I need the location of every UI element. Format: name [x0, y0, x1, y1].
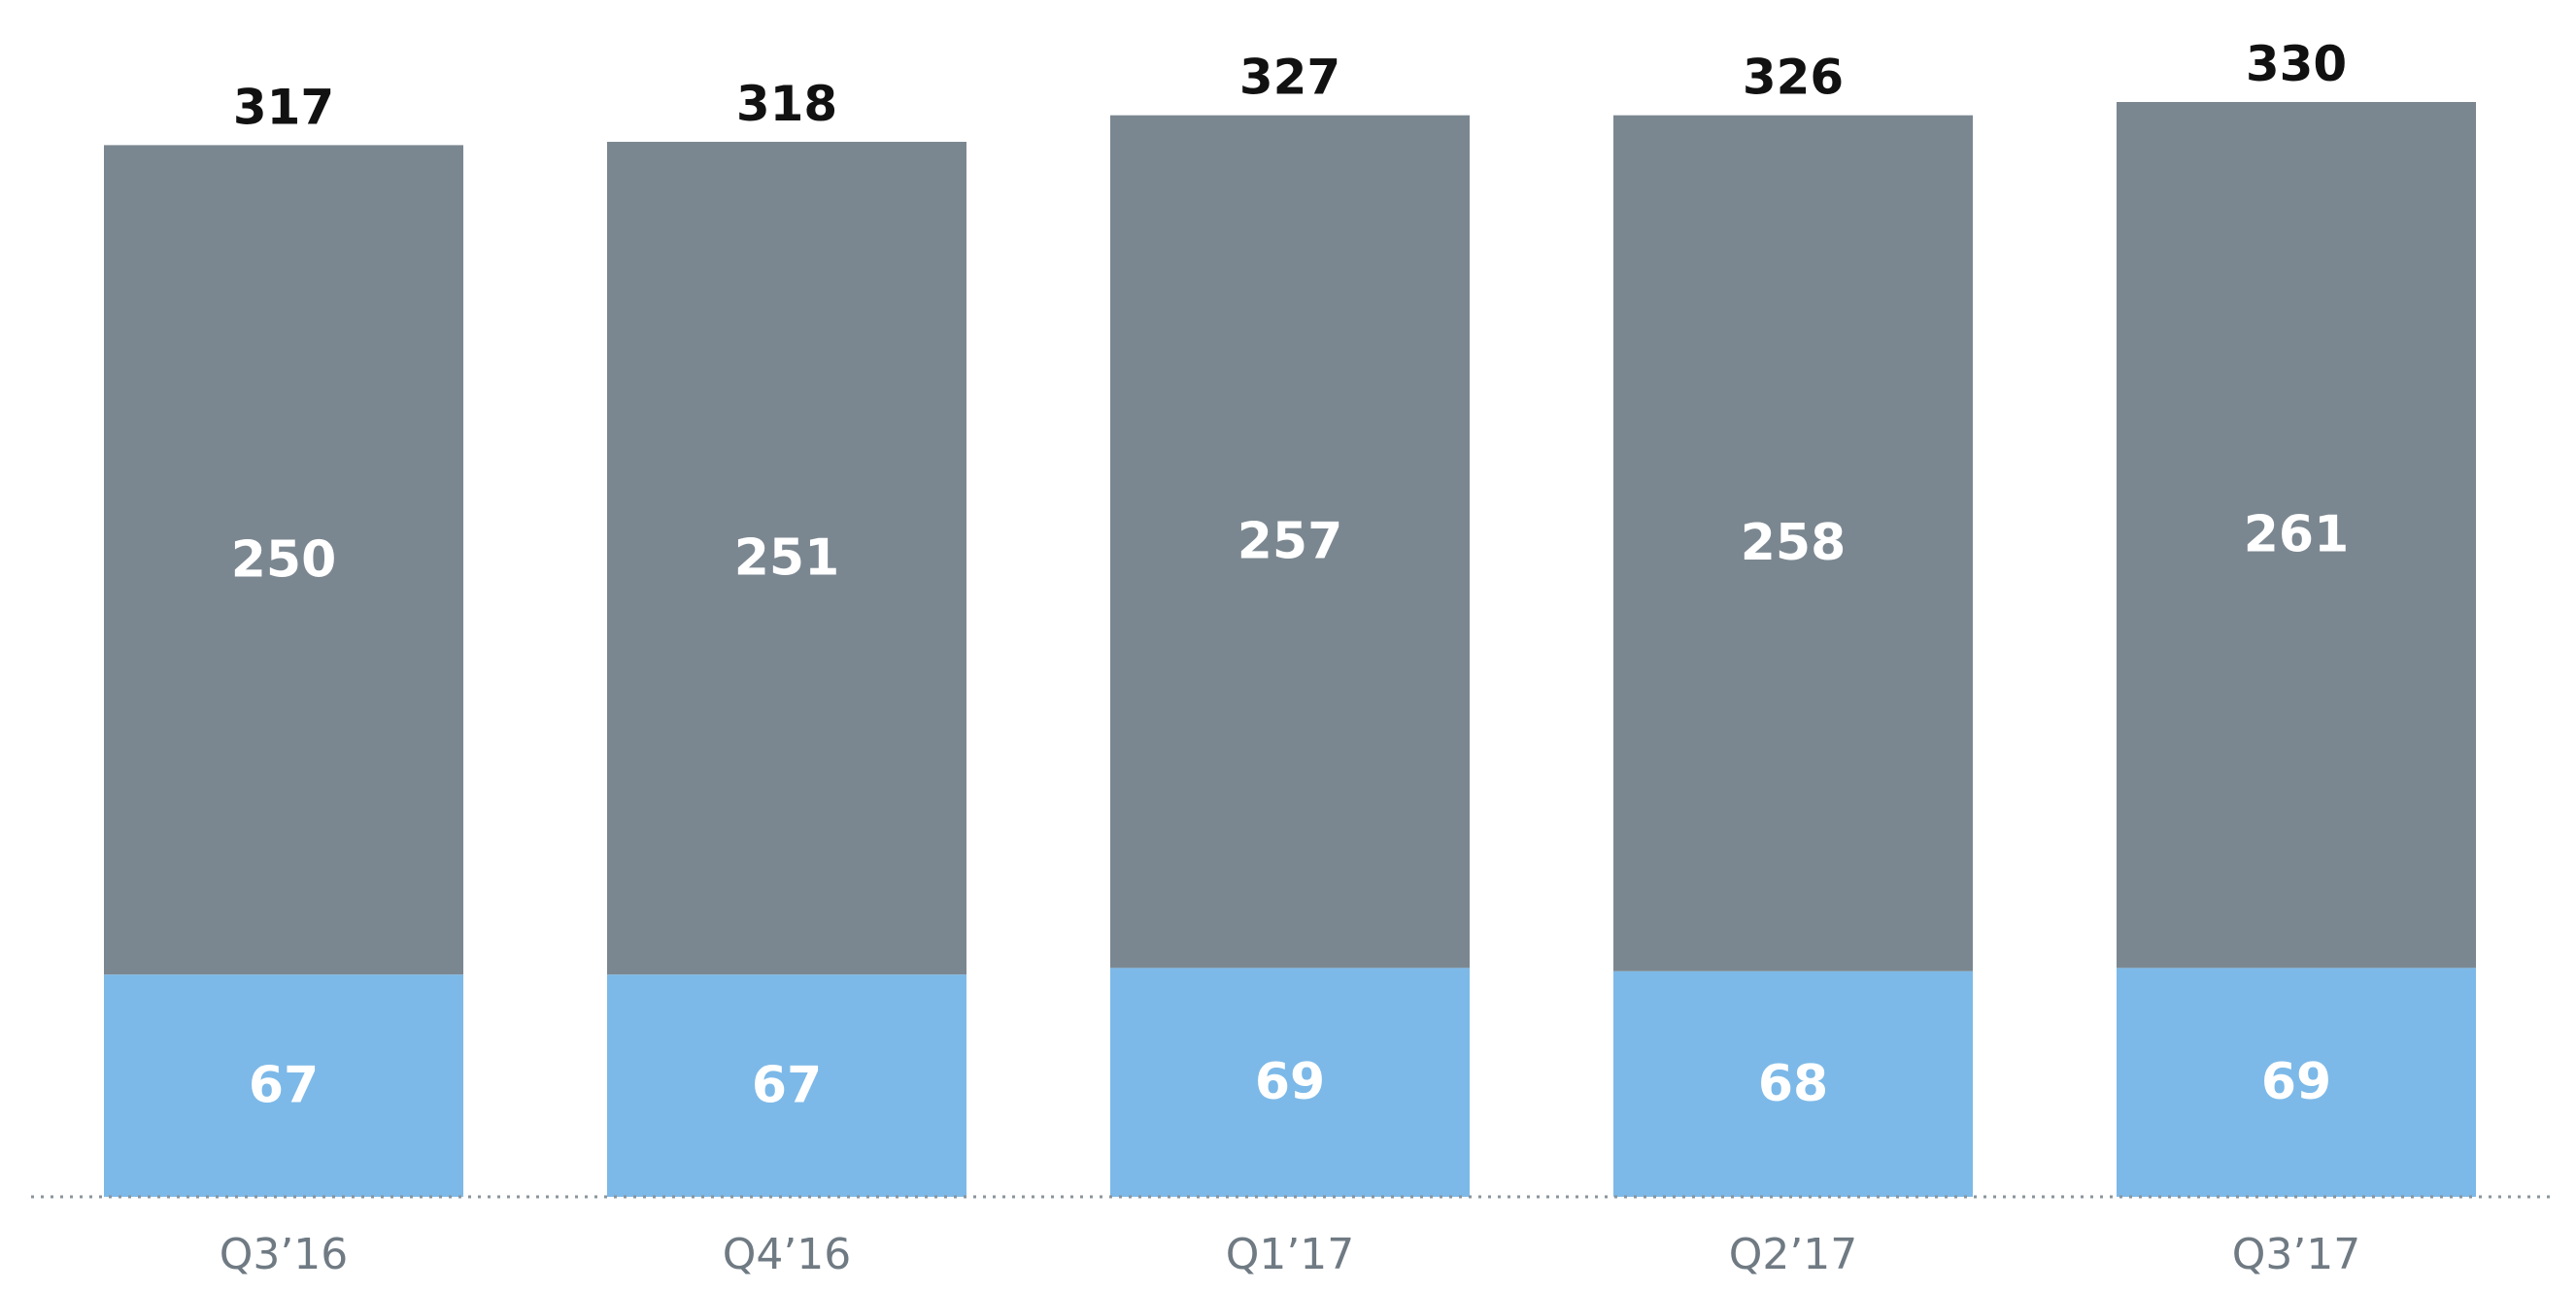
segment-value-label: 258: [1741, 514, 1847, 572]
segment-value-label: 68: [1758, 1055, 1828, 1113]
segment-value-label: 250: [231, 530, 337, 589]
segment-value-label: 257: [1237, 513, 1343, 571]
bar-segment-upper-3: [1110, 115, 1470, 969]
bar-segment-upper-1: [104, 145, 463, 975]
bar-segment-upper-5: [2117, 102, 2476, 969]
x-tick-label: Q3’16: [220, 1230, 349, 1279]
bar-total-label: 330: [2246, 36, 2347, 92]
x-tick-label: Q2’17: [1729, 1230, 1858, 1279]
x-tick-label: Q1’17: [1226, 1230, 1355, 1279]
bar-total-label: 326: [1743, 50, 1844, 106]
bar-total-label: 327: [1239, 50, 1340, 106]
x-tick-label: Q3’17: [2232, 1230, 2361, 1279]
bar-segment-lower-5: [2117, 968, 2476, 1197]
x-tick-label: Q4’16: [723, 1230, 852, 1279]
bar-segment-upper-2: [607, 141, 966, 975]
segment-value-label: 69: [1255, 1053, 1325, 1111]
bar-segment-upper-4: [1613, 115, 1973, 971]
bar-total-label: 317: [233, 79, 334, 135]
bar-segment-lower-4: [1613, 970, 1973, 1197]
bar-segment-lower-1: [104, 974, 463, 1197]
bar-segment-lower-2: [607, 974, 966, 1197]
bar-segment-lower-3: [1110, 968, 1470, 1197]
segment-value-label: 251: [734, 529, 840, 588]
bar-total-label: 318: [736, 76, 837, 132]
segment-value-label: 261: [2244, 506, 2350, 564]
labels-layer: 67 250 317 Q3’16 67 251 318 Q4’16 69 257 327 Q1’17 6…: [220, 36, 2361, 1279]
segment-value-label: 67: [752, 1057, 822, 1115]
segment-value-label: 67: [249, 1057, 319, 1115]
bars-layer: [104, 102, 2476, 1197]
segment-value-label: 69: [2261, 1053, 2331, 1111]
